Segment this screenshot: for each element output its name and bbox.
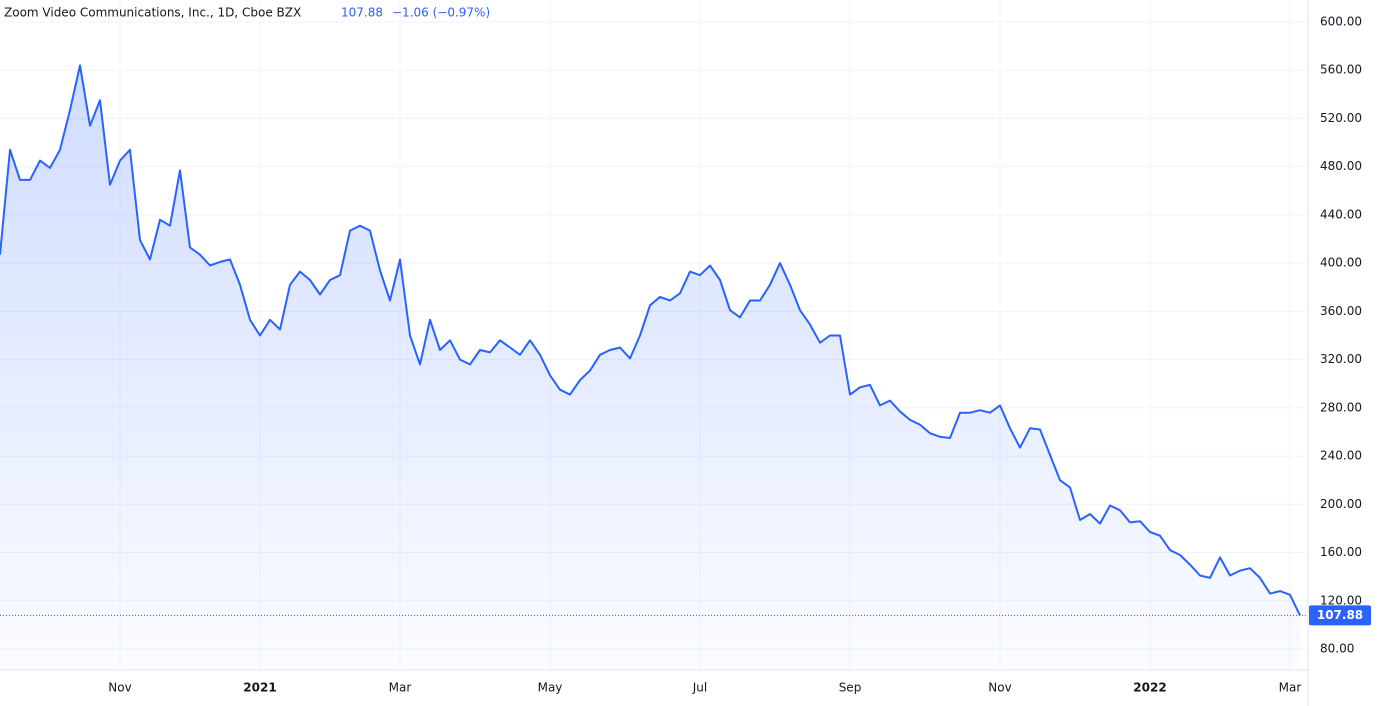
x-tick-label: Mar xyxy=(389,681,412,695)
y-tick-label: 80.00 xyxy=(1320,642,1354,656)
y-tick-label: 440.00 xyxy=(1320,207,1362,221)
x-tick-label: Jul xyxy=(692,681,707,695)
x-tick-label: 2021 xyxy=(243,681,276,695)
y-tick-label: 360.00 xyxy=(1320,304,1362,318)
x-tick-label: Sep xyxy=(839,681,862,695)
price-change: −1.06 (−0.97%) xyxy=(392,6,490,20)
y-tick-label: 240.00 xyxy=(1320,449,1362,463)
y-tick-label: 400.00 xyxy=(1320,256,1362,270)
y-tick-label: 480.00 xyxy=(1320,159,1362,173)
chart-title: Zoom Video Communications, Inc., 1D, Cbo… xyxy=(4,6,301,20)
x-tick-label: 2022 xyxy=(1133,681,1166,695)
x-tick-label: Nov xyxy=(108,681,131,695)
y-tick-label: 160.00 xyxy=(1320,545,1362,559)
x-tick-label: Nov xyxy=(988,681,1011,695)
y-tick-label: 520.00 xyxy=(1320,111,1362,125)
last-price-tag-label: 107.88 xyxy=(1317,608,1363,622)
x-tick-label: May xyxy=(538,681,563,695)
last-price: 107.88 xyxy=(341,6,383,20)
y-tick-label: 200.00 xyxy=(1320,497,1362,511)
y-tick-label: 120.00 xyxy=(1320,593,1362,607)
y-tick-label: 560.00 xyxy=(1320,63,1362,77)
y-tick-label: 600.00 xyxy=(1320,14,1362,28)
y-tick-label: 320.00 xyxy=(1320,352,1362,366)
last-price-tag xyxy=(1309,605,1371,626)
x-tick-label: Mar xyxy=(1279,681,1302,695)
y-tick-label: 280.00 xyxy=(1320,400,1362,414)
area-fill xyxy=(0,65,1300,670)
price-line xyxy=(0,64,1301,616)
